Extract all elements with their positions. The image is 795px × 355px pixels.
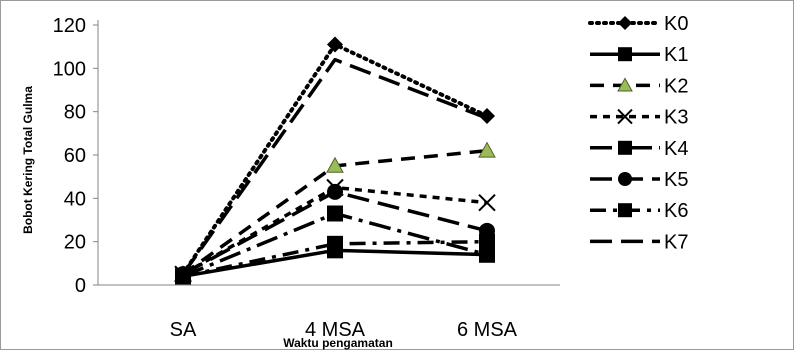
data-point-k4: [327, 205, 343, 222]
legend-marker: [618, 47, 632, 62]
legend-marker: [618, 203, 632, 218]
legend-item-k7: K7: [590, 231, 688, 253]
legend-item-k1: K1: [590, 44, 688, 66]
legend-marker: [618, 140, 632, 155]
legend-item-k0: K0: [588, 13, 688, 35]
y-tick-label: 120: [53, 15, 86, 37]
legend-item-k2: K2: [590, 75, 688, 97]
y-tick-label: 80: [64, 102, 86, 124]
data-point-k5: [327, 183, 343, 200]
legend-label: K1: [664, 44, 688, 66]
legend-item-k5: K5: [590, 169, 688, 191]
legend-label: K6: [664, 200, 688, 222]
data-point-k3-stroke: [478, 193, 496, 212]
legend: K0 K1 K2 K3 K4 K5 K6 K7: [588, 13, 688, 253]
legend-label: K3: [664, 107, 688, 129]
data-point-k6: [175, 268, 191, 285]
y-tick-label: 20: [64, 232, 86, 254]
axes: 0 20 40 60 80 100 120 SA 4 MSA 6 MSA: [53, 15, 560, 341]
y-tick-label: 60: [64, 145, 86, 167]
legend-marker: [618, 172, 632, 186]
data-point-k3: [478, 193, 496, 212]
legend-label: K0: [664, 13, 688, 35]
legend-label: K7: [664, 231, 688, 253]
legend-item-k6: K6: [590, 200, 688, 222]
legend-label: K4: [664, 138, 688, 160]
y-tick-label: 100: [53, 58, 86, 80]
data-point-k0: [479, 108, 495, 124]
legend-item-k4: K4: [590, 138, 688, 160]
legend-marker: [618, 16, 632, 30]
x-axis-title: Waktu pengamatan: [283, 336, 393, 350]
x-tick-label: 4 MSA: [305, 319, 366, 341]
legend-marker-stroke: [617, 108, 633, 125]
series-line-k7: [181, 57, 488, 276]
y-tick-label: 0: [75, 275, 86, 297]
series-k7: [181, 57, 488, 276]
series-k6: [175, 233, 495, 285]
x-tick-label: SA: [170, 319, 197, 341]
data-point-k4: [479, 246, 495, 263]
legend-marker: [617, 108, 633, 125]
series-group: [174, 36, 496, 285]
y-tick-label: 40: [64, 188, 86, 210]
legend-item-k3: K3: [590, 107, 688, 129]
data-point-k6: [327, 235, 343, 252]
y-axis-title: Bobot Kering Total Gulma: [21, 86, 35, 234]
legend-label: K5: [664, 169, 688, 191]
data-point-k2: [478, 141, 496, 158]
legend-label: K2: [664, 75, 688, 97]
legend-marker: [617, 77, 633, 92]
data-point-k6: [479, 233, 495, 250]
x-tick-label: 6 MSA: [457, 319, 518, 341]
data-point-k2: [326, 156, 344, 173]
data-point-k0: [327, 36, 343, 53]
